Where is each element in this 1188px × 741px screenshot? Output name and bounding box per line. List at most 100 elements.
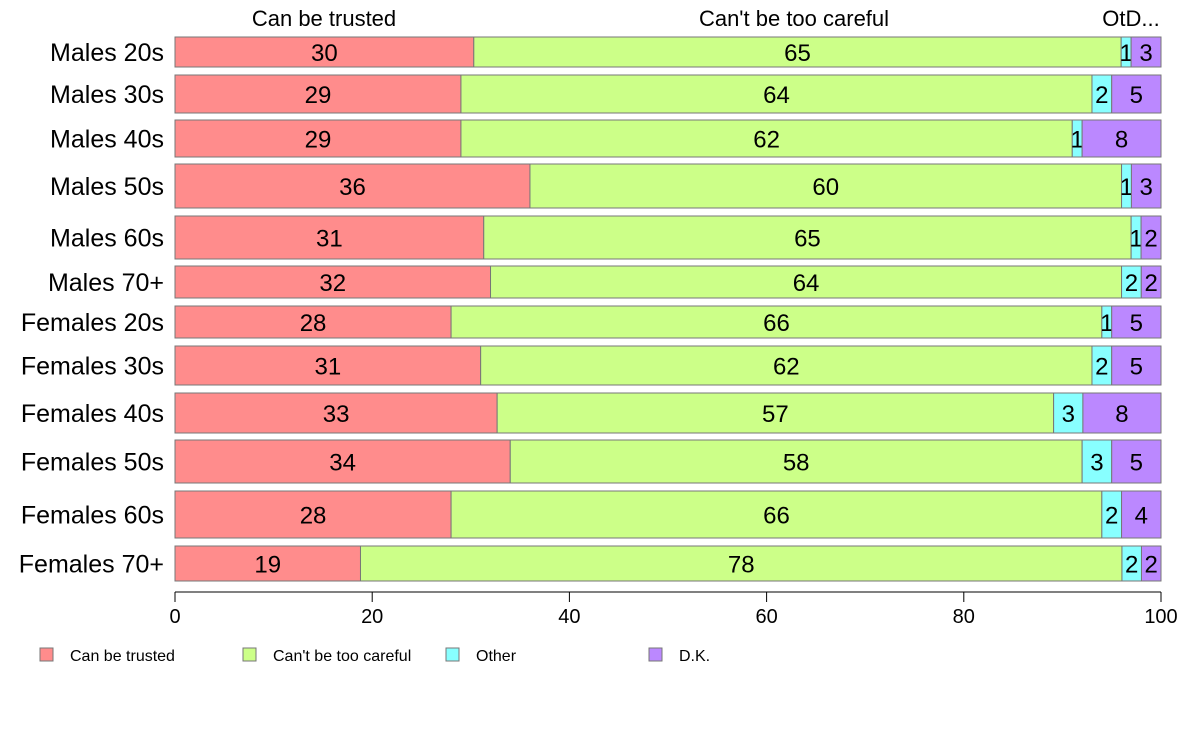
x-tick-label: 40 xyxy=(558,606,580,628)
data-label: 31 xyxy=(316,226,343,253)
category-label: Males 20s xyxy=(50,39,164,67)
data-label: 28 xyxy=(300,503,327,530)
bar-segment xyxy=(480,345,1093,386)
bar-segment xyxy=(1130,163,1162,209)
data-label: 5 xyxy=(1130,82,1143,109)
bar-segment xyxy=(1140,215,1162,260)
legend-swatch xyxy=(39,647,54,662)
category-label: Females 60s xyxy=(21,502,164,530)
column-header-label: Can't be too careful xyxy=(699,6,889,31)
bar-segment xyxy=(450,490,1103,539)
bar-segment xyxy=(450,305,1103,339)
x-tick-label: 100 xyxy=(1144,606,1177,628)
data-label: 2 xyxy=(1144,270,1157,297)
data-label: 2 xyxy=(1095,354,1108,381)
bar-segment xyxy=(1130,36,1162,68)
data-label: 28 xyxy=(300,310,327,337)
data-label: 8 xyxy=(1115,401,1128,428)
data-label: 66 xyxy=(763,310,790,337)
data-label: 1 xyxy=(1120,174,1133,201)
bar-segment xyxy=(490,265,1123,299)
data-label: 3 xyxy=(1139,40,1152,67)
bar-segment xyxy=(529,163,1123,209)
x-tick-label: 20 xyxy=(361,606,383,628)
bar-segment xyxy=(174,545,361,582)
category-label: Females 20s xyxy=(21,309,164,337)
data-label: 2 xyxy=(1105,503,1118,530)
bar-segment xyxy=(174,392,498,434)
bar-segment xyxy=(1140,545,1162,582)
data-label: 34 xyxy=(329,450,356,477)
legend-swatch xyxy=(648,647,663,662)
data-label: 66 xyxy=(763,503,790,530)
data-label: 1 xyxy=(1129,226,1142,253)
category-label: Males 40s xyxy=(50,126,164,154)
data-label: 3 xyxy=(1090,450,1103,477)
column-header-label: OtD... xyxy=(1102,6,1159,31)
data-label: 58 xyxy=(783,450,810,477)
data-label: 32 xyxy=(319,270,346,297)
category-label: Females 30s xyxy=(21,353,164,381)
data-label: 31 xyxy=(314,354,341,381)
bar-segment xyxy=(1053,392,1084,434)
data-label: 78 xyxy=(728,552,755,579)
data-label: 5 xyxy=(1130,450,1143,477)
data-label: 1 xyxy=(1119,40,1132,67)
data-label: 1 xyxy=(1071,127,1084,154)
legend-label: D.K. xyxy=(679,648,710,665)
bar-segment xyxy=(473,36,1122,68)
bar-segment xyxy=(174,490,452,539)
data-label: 64 xyxy=(763,82,790,109)
data-label: 60 xyxy=(812,174,839,201)
bar-segment xyxy=(174,74,462,114)
category-label: Males 60s xyxy=(50,225,164,253)
data-label: 2 xyxy=(1095,82,1108,109)
category-label: Males 30s xyxy=(50,81,164,109)
bar-segment xyxy=(174,36,475,68)
column-header-label: Can be trusted xyxy=(252,6,396,31)
category-label: Males 50s xyxy=(50,173,164,201)
data-label: 36 xyxy=(339,174,366,201)
bar-segment xyxy=(1111,345,1162,386)
bar-segment xyxy=(1121,490,1162,539)
legend-swatch xyxy=(242,647,257,662)
x-tick-label: 60 xyxy=(755,606,777,628)
data-label: 19 xyxy=(254,552,281,579)
bar-segment xyxy=(174,119,462,158)
data-label: 5 xyxy=(1130,310,1143,337)
data-label: 57 xyxy=(762,401,789,428)
data-label: 29 xyxy=(305,82,332,109)
category-label: Males 70+ xyxy=(48,269,164,297)
legend-label: Can't be too careful xyxy=(273,648,411,665)
bar-segment xyxy=(174,345,482,386)
data-label: 2 xyxy=(1125,552,1138,579)
bar-segment xyxy=(1111,439,1162,484)
data-label: 64 xyxy=(793,270,820,297)
category-label: Females 50s xyxy=(21,449,164,477)
bar-segment xyxy=(496,392,1055,434)
category-label: Females 70+ xyxy=(19,551,164,579)
data-label: 62 xyxy=(773,354,800,381)
bar-segment xyxy=(359,545,1123,582)
bar-segment xyxy=(509,439,1083,484)
data-label: 62 xyxy=(753,127,780,154)
data-label: 65 xyxy=(794,226,821,253)
data-label: 29 xyxy=(305,127,332,154)
bar-segment xyxy=(1111,305,1162,339)
bar-segment xyxy=(460,119,1073,158)
data-label: 5 xyxy=(1130,354,1143,381)
bar-segment xyxy=(483,215,1132,260)
legend-swatch xyxy=(445,647,460,662)
bar-segment xyxy=(460,74,1093,114)
x-tick-label: 80 xyxy=(953,606,975,628)
legend-label: Other xyxy=(476,648,517,665)
bar-segment xyxy=(174,163,531,209)
legend-label: Can be trusted xyxy=(70,648,175,665)
data-label: 1 xyxy=(1100,310,1113,337)
data-label: 30 xyxy=(311,40,338,67)
data-label: 2 xyxy=(1144,226,1157,253)
bar-segment xyxy=(1140,265,1162,299)
data-label: 33 xyxy=(323,401,350,428)
